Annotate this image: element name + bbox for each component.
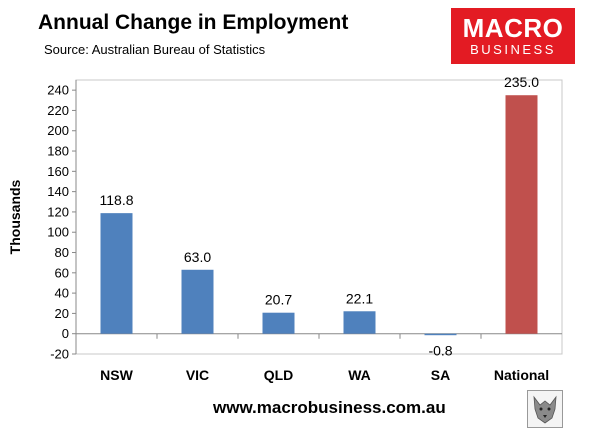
- data-label: 235.0: [504, 74, 539, 90]
- bar-sa: [424, 333, 457, 336]
- footer-url: www.macrobusiness.com.au: [213, 398, 446, 417]
- x-tick-label: National: [494, 367, 549, 383]
- logo-line-2: BUSINESS: [470, 42, 556, 57]
- x-tick-label: NSW: [100, 367, 133, 383]
- chart-subtitle: Source: Australian Bureau of Statistics: [44, 42, 266, 57]
- chart-title: Annual Change in Employment: [38, 11, 349, 34]
- x-tick-label: SA: [431, 367, 450, 383]
- y-tick-label: 200: [47, 123, 69, 138]
- y-tick-label: 240: [47, 83, 69, 98]
- y-tick-label: 180: [47, 144, 69, 159]
- x-tick-label: VIC: [186, 367, 209, 383]
- data-label: 118.8: [100, 192, 134, 208]
- y-tick-label: -20: [50, 347, 69, 362]
- y-tick-label: 160: [47, 164, 69, 179]
- y-tick-label: 40: [55, 286, 69, 301]
- data-label: 22.1: [346, 290, 373, 306]
- y-tick-label: 220: [47, 103, 69, 118]
- y-tick-label: 120: [47, 204, 69, 219]
- x-tick-label: WA: [348, 367, 371, 383]
- y-tick-label: 80: [55, 245, 69, 260]
- y-tick-label: 0: [62, 326, 69, 341]
- y-tick-label: 140: [47, 184, 69, 199]
- logo-line-1: MACRO: [462, 13, 564, 43]
- bar-qld: [262, 312, 295, 334]
- y-tick-label: 60: [55, 265, 69, 280]
- y-axis-title: Thousands: [7, 179, 23, 254]
- x-tick-label: QLD: [264, 367, 294, 383]
- y-tick-label: 20: [55, 306, 69, 321]
- bar-nsw: [100, 213, 133, 334]
- plot-area-border: [75, 79, 563, 355]
- data-label: 63.0: [184, 249, 211, 265]
- y-tick-label: 100: [47, 225, 69, 240]
- data-label: 20.7: [265, 292, 292, 308]
- bar-wa: [343, 311, 376, 334]
- bar-vic: [181, 269, 214, 334]
- macrobusiness-logo: MACRO BUSINESS: [451, 8, 575, 64]
- wolf-emblem-icon: [527, 390, 563, 428]
- bar-national: [505, 95, 538, 334]
- data-label: -0.8: [428, 343, 452, 359]
